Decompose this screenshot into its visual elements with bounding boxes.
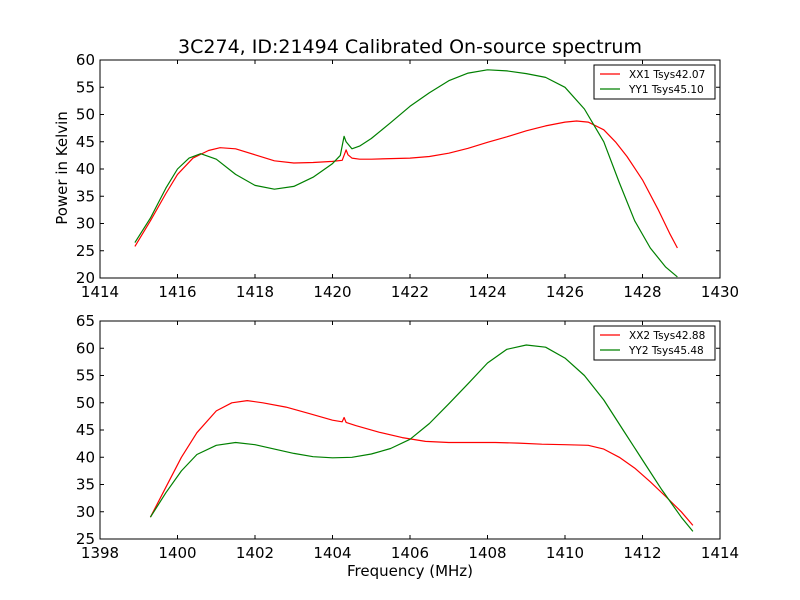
x-tick-label: 1402 [236, 544, 274, 562]
series-line-2 [149, 344, 694, 532]
x-tick-label: 1422 [391, 283, 429, 301]
legend-entry: YY1 Tsys45.10 [628, 84, 704, 96]
y-tick-label: 20 [76, 269, 95, 287]
legend-entry: YY2 Tsys45.48 [628, 345, 704, 357]
y-tick-label: 30 [76, 503, 95, 521]
x-tick-label: 1400 [158, 544, 196, 562]
y-tick-label: 40 [76, 448, 95, 466]
y-tick-label: 50 [76, 106, 95, 124]
series-line-1 [134, 120, 678, 249]
legend-entry: XX2 Tsys42.88 [629, 330, 705, 342]
x-tick-label: 1412 [623, 544, 661, 562]
series-line-2 [134, 69, 678, 278]
y-tick-label: 25 [76, 530, 95, 548]
x-tick-label: 1416 [158, 283, 196, 301]
y-tick-label: 60 [76, 339, 95, 357]
x-tick-label: 1410 [546, 544, 584, 562]
y-axis-label: Power in Kelvin [53, 111, 71, 225]
y-tick-label: 55 [76, 367, 95, 385]
y-tick-label: 55 [76, 78, 95, 96]
x-tick-label: 1406 [391, 544, 429, 562]
x-tick-label: 1408 [468, 544, 506, 562]
legend-box [593, 64, 716, 100]
y-tick-label: 35 [76, 476, 95, 494]
x-tick-label: 1418 [236, 283, 274, 301]
y-tick-label: 45 [76, 421, 95, 439]
legend-box [593, 325, 716, 361]
x-tick-label: 1404 [313, 544, 351, 562]
chart-title: 3C274, ID:21494 Calibrated On-source spe… [178, 36, 642, 58]
x-tick-label: 1398 [81, 544, 119, 562]
x-tick-label: 1428 [623, 283, 661, 301]
series-line-1 [149, 400, 694, 526]
x-tick-label: 1414 [81, 283, 119, 301]
y-tick-label: 60 [76, 51, 95, 69]
x-tick-label: 1414 [701, 544, 739, 562]
x-tick-label: 1430 [701, 283, 739, 301]
y-tick-label: 35 [76, 187, 95, 205]
bottom-panel: 1398 1400 1402 1404 1406 1408 1410 1412 1414 25 30… [76, 312, 739, 562]
y-tick-label: 65 [76, 312, 95, 330]
legend: XX2 Tsys42.88 YY2 Tsys45.48 [593, 325, 716, 361]
x-tick-label: 1426 [546, 283, 584, 301]
x-axis-label: Frequency (MHz) [347, 562, 473, 580]
y-tick-label: 45 [76, 133, 95, 151]
legend-entry: XX1 Tsys42.07 [629, 69, 705, 81]
x-tick-label: 1420 [313, 283, 351, 301]
y-tick-label: 40 [76, 160, 95, 178]
y-tick-label: 50 [76, 394, 95, 412]
x-tick-label: 1424 [468, 283, 506, 301]
top-panel: 1414 1416 1418 1420 1422 1424 1426 1428 1430 20 25… [76, 51, 739, 301]
y-tick-label: 25 [76, 242, 95, 260]
y-tick-label: 30 [76, 215, 95, 233]
legend: XX1 Tsys42.07 YY1 Tsys45.10 [593, 64, 716, 100]
